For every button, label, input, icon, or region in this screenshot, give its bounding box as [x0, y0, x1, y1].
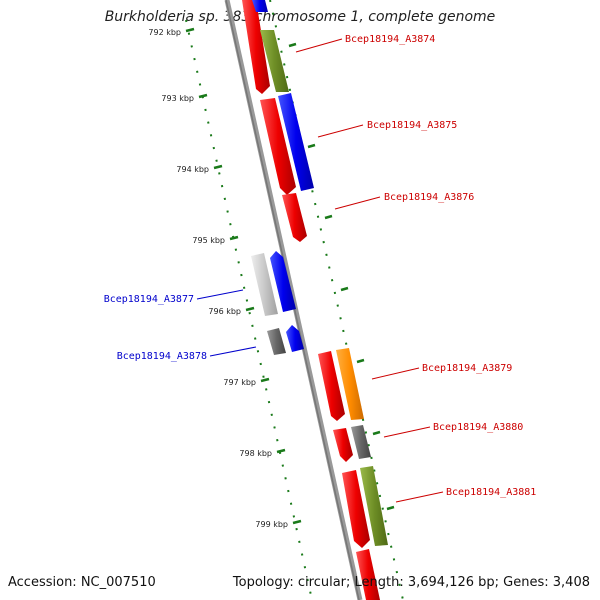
- gene-leader-line: [209, 346, 257, 357]
- gene-label[interactable]: Bcep18194_A3877: [104, 294, 194, 305]
- genome-summary-text: Topology: circular; Length: 3,694,126 bp…: [232, 575, 590, 590]
- gene-leader-line: [371, 367, 420, 380]
- tick-label: 792 kbp: [148, 28, 181, 37]
- outer-tick-mark: [307, 143, 316, 149]
- coordinate-ticks: 792 kbp 793 kbp 794 kbp 795 kbp 796 kbp 797 k…: [148, 27, 395, 529]
- gene-a3878-gray[interactable]: [267, 328, 286, 355]
- gene-top-blue[interactable]: [252, 0, 268, 12]
- gene-label[interactable]: Bcep18194_A3881: [446, 487, 536, 498]
- tick-mark: [229, 235, 239, 241]
- gene-a3881-green[interactable]: [360, 466, 388, 546]
- outer-tick-mark: [324, 214, 333, 220]
- gene-a3879-red[interactable]: [318, 351, 345, 421]
- tick-label: 793 kbp: [161, 94, 194, 103]
- tick-label: 799 kbp: [255, 520, 288, 529]
- gene-a3874-red[interactable]: [242, 0, 270, 94]
- gene-label[interactable]: Bcep18194_A3878: [117, 351, 207, 362]
- tick-mark: [213, 164, 223, 170]
- gene-a3875-blue[interactable]: [278, 93, 314, 191]
- tick-label: 798 kbp: [239, 449, 272, 458]
- gene-a3877-blue[interactable]: [270, 251, 296, 312]
- gene-leader-line: [317, 124, 364, 138]
- tick-mark: [245, 306, 255, 312]
- gene-label[interactable]: Bcep18194_A3876: [384, 192, 474, 203]
- inner-dotted-guide: [185, 19, 313, 600]
- gene-bottom-red[interactable]: [356, 549, 380, 600]
- outer-tick-mark: [356, 358, 365, 364]
- tick-mark: [276, 448, 286, 454]
- gene-a3874-green[interactable]: [260, 30, 289, 92]
- tick-mark: [198, 93, 208, 99]
- gene-leader-line: [334, 196, 381, 210]
- gene-leader-line: [196, 289, 244, 300]
- gene-a3878-blue[interactable]: [286, 325, 304, 352]
- tick-label: 794 kbp: [176, 165, 209, 174]
- tick-mark: [260, 377, 270, 383]
- gene-labels: Bcep18194_A3874 Bcep18194_A3875 Bcep18194_…: [104, 34, 536, 503]
- gene-leader-line: [395, 491, 444, 503]
- gene-a3881-red[interactable]: [342, 470, 370, 548]
- gene-leader-line: [383, 426, 431, 438]
- gene-a3877-light[interactable]: [251, 253, 278, 316]
- outer-tick-mark: [372, 430, 381, 436]
- outer-tick-mark: [386, 505, 395, 511]
- outer-tick-mark: [288, 42, 297, 48]
- gene-a3876-red[interactable]: [282, 193, 307, 242]
- gene-label[interactable]: Bcep18194_A3879: [422, 363, 512, 374]
- tick-label: 797 kbp: [223, 378, 256, 387]
- map-title: Burkholderia sp. 383 chromosome 1, compl…: [104, 9, 496, 25]
- tick-mark: [292, 519, 302, 525]
- gene-a3880-red[interactable]: [333, 428, 353, 462]
- outer-tick-mark: [340, 286, 349, 292]
- gene-label[interactable]: Bcep18194_A3880: [433, 422, 523, 433]
- gene-a3880-gray[interactable]: [351, 425, 371, 459]
- tick-label: 795 kbp: [192, 236, 225, 245]
- gene-label[interactable]: Bcep18194_A3874: [345, 34, 435, 45]
- gene-label[interactable]: Bcep18194_A3875: [367, 120, 457, 131]
- gene-leader-line: [295, 38, 343, 53]
- tick-mark: [185, 27, 195, 33]
- accession-text: Accession: NC_007510: [8, 575, 156, 590]
- tick-label: 796 kbp: [208, 307, 241, 316]
- gene-a3879-orange[interactable]: [336, 348, 364, 420]
- gene-a3875-red[interactable]: [260, 98, 296, 195]
